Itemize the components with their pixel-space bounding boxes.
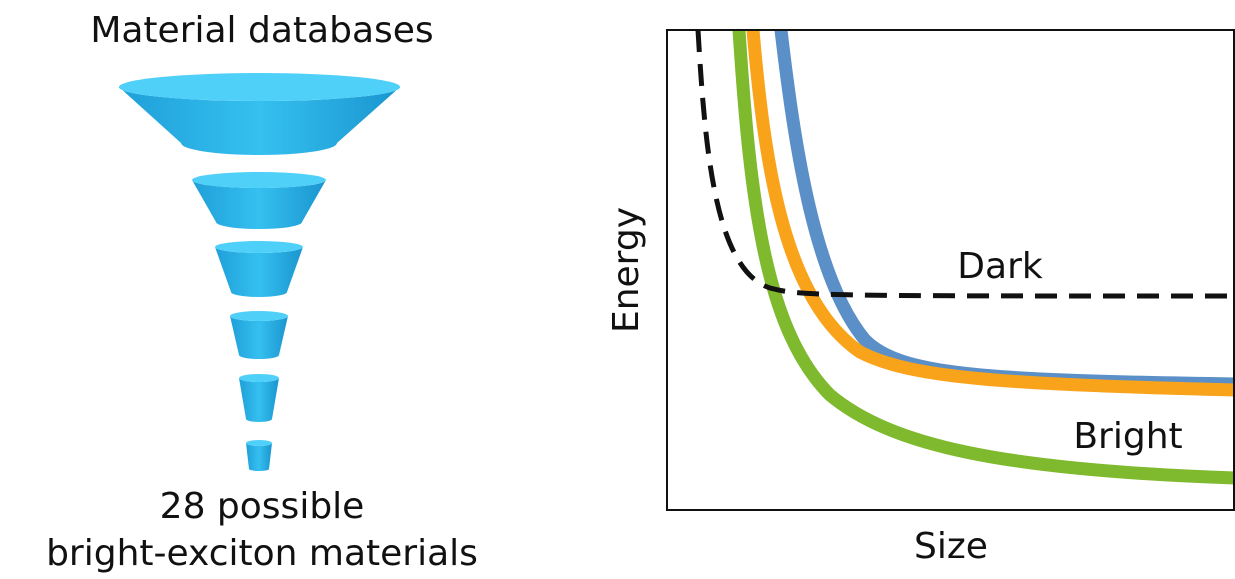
blue-curve — [781, 30, 1235, 384]
funnel-stage — [246, 443, 272, 471]
orange-curve — [753, 30, 1235, 390]
funnel-stage-top — [215, 241, 303, 253]
funnel-stage-top — [192, 172, 326, 188]
funnel-stages — [119, 73, 400, 471]
plot: Dark Bright Size Energy — [606, 30, 1235, 567]
funnel-stage — [230, 316, 288, 359]
y-axis-label: Energy — [606, 207, 647, 333]
funnel: Material databases 28 possible bright-ex… — [46, 10, 478, 574]
funnel-caption: 28 possible — [160, 486, 365, 527]
bright-label: Bright — [1073, 416, 1182, 457]
funnel-stage-top — [119, 73, 400, 101]
funnel-stage — [215, 247, 303, 297]
funnel-stage-top — [246, 440, 272, 446]
figure: Material databases 28 possible bright-ex… — [0, 0, 1235, 579]
funnel-stage-top — [230, 311, 288, 321]
funnel-stage — [239, 378, 279, 422]
x-axis-label: Size — [914, 526, 988, 567]
dark-label: Dark — [957, 246, 1043, 287]
funnel-stage-top — [239, 374, 279, 382]
funnel-caption: bright-exciton materials — [46, 533, 478, 574]
funnel-title: Material databases — [90, 10, 433, 51]
